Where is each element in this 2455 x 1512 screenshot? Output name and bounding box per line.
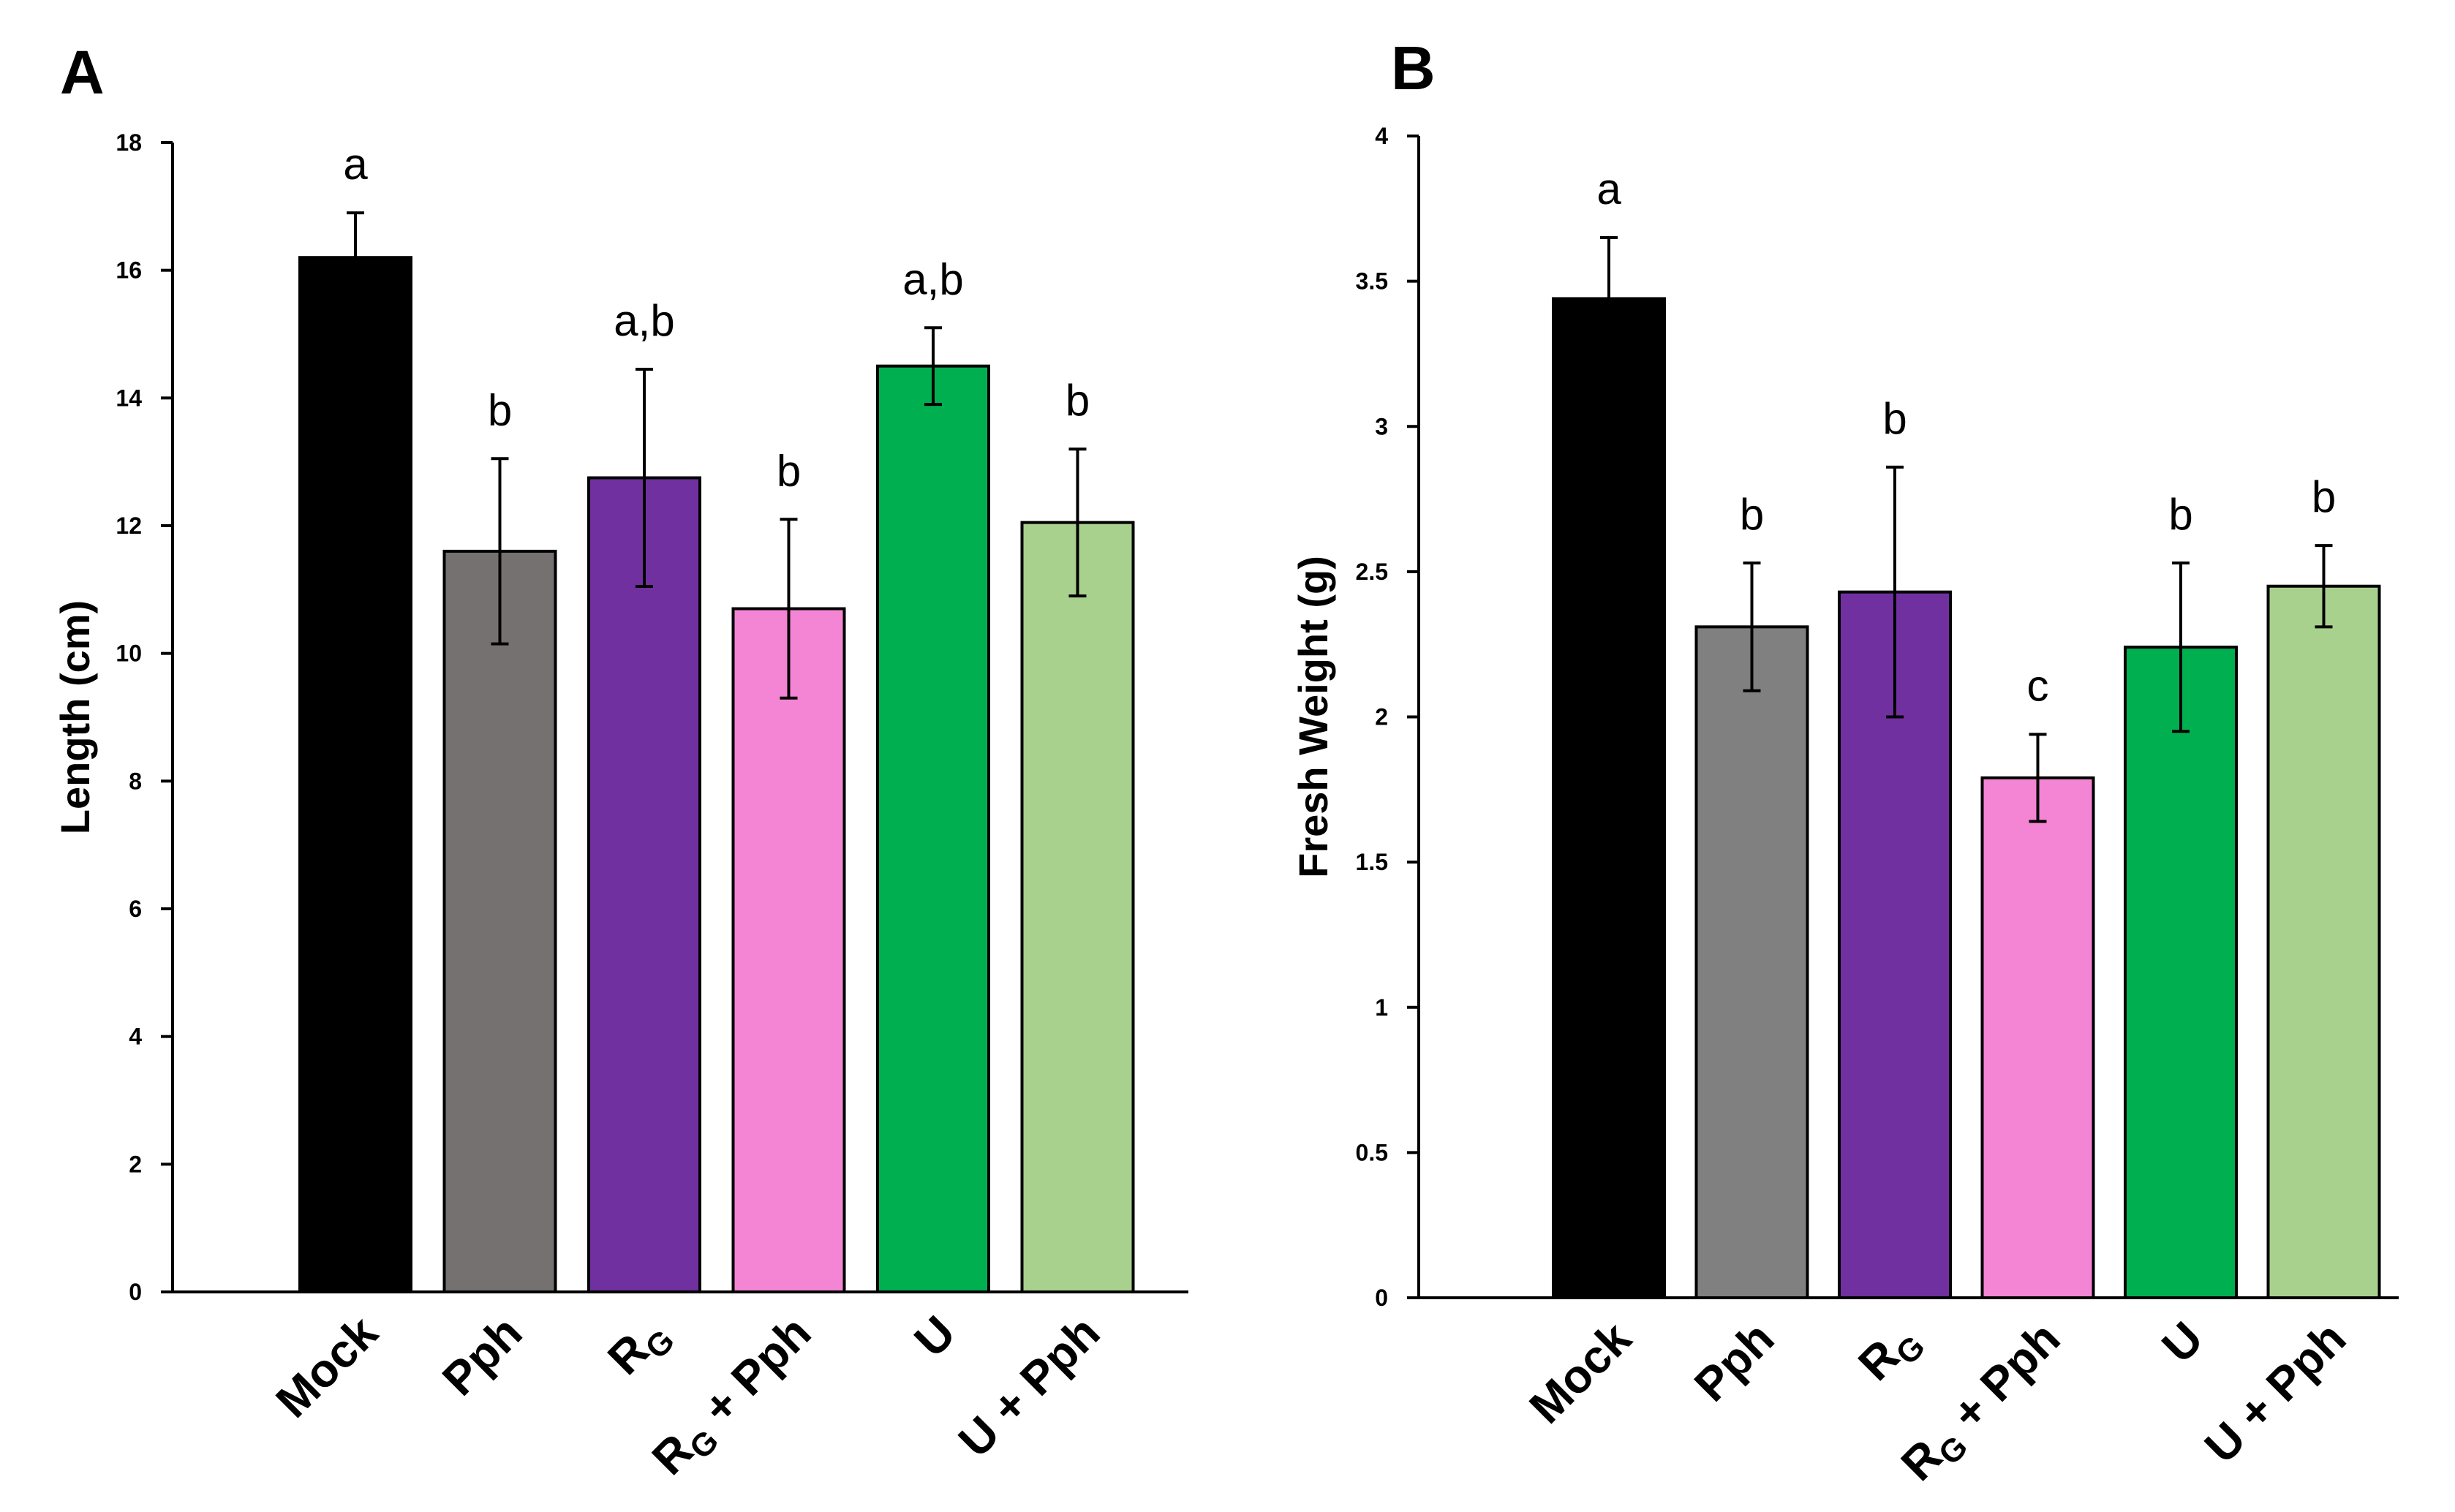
category-label: RG [1848,1312,1932,1396]
category-main: Pph [432,1306,532,1405]
significance-label: b [1066,376,1090,425]
category-label: RG + Pph [642,1306,826,1490]
significance-label: b [2312,472,2336,521]
panel-a-chart: A 0 2 4 6 8 10 12 14 16 18 Length (cm) a Mock b Pph a,b R… [52,38,1188,1490]
significance-label: b [777,446,801,495]
y-tick-label: 3.5 [1356,268,1388,295]
category-main: U [2152,1312,2213,1373]
y-axis-title: Length (cm) [52,600,98,834]
y-tick-label: 4 [1375,123,1388,149]
category-label: Mock [1519,1312,1641,1434]
category-label: Pph [432,1306,532,1405]
y-tick-label: 2 [129,1151,142,1177]
y-tick-label: 0 [129,1279,142,1305]
significance-label: a,b [614,296,674,345]
significance-label: c [2027,661,2049,710]
y-tick-label: 14 [116,385,142,411]
category-label: U + Pph [2195,1312,2356,1473]
category-main: Mock [1519,1312,1641,1434]
category-label: Pph [1684,1312,1784,1411]
y-tick-label: 12 [116,513,142,539]
y-tick-label: 4 [129,1024,142,1050]
significance-label: b [488,385,512,434]
y-tick-label: 2 [1375,704,1388,730]
bar [1552,297,1666,1300]
significance-label: b [1740,490,1764,539]
y-tick-label: 16 [116,257,142,284]
category-label: RG [597,1306,682,1390]
significance-label: b [2168,490,2192,539]
y-tick-label: 18 [116,129,142,156]
y-tick-label: 0 [1375,1285,1388,1311]
category-suffix: + Pph [683,1306,821,1443]
category-label: U [904,1306,965,1367]
bar [1020,521,1135,1294]
category-main: Pph [1684,1312,1784,1411]
significance-label: a [1596,165,1621,213]
y-tick-label: 0.5 [1356,1139,1388,1165]
significance-label: a [343,140,368,189]
y-tick-label: 2.5 [1356,559,1388,585]
panel-letter: A [60,38,105,107]
y-tick-label: 1 [1375,994,1388,1021]
category-label: RG + Pph [1891,1312,2075,1496]
y-tick-label: 1.5 [1356,849,1388,875]
y-tick-label: 8 [129,768,142,794]
bar [1694,625,1809,1299]
bar [876,364,990,1294]
bar [587,476,701,1293]
significance-label: a,b [902,254,963,303]
bar [2124,646,2238,1299]
panel-letter: B [1391,34,1436,102]
category-main: U [904,1306,965,1367]
y-tick-label: 3 [1375,413,1388,439]
category-suffix: + Pph [1932,1312,2070,1449]
category-label: U + Pph [949,1306,1110,1467]
y-tick-label: 10 [116,640,142,667]
bar [2266,584,2381,1299]
panel-b-chart: B 0 0.5 1 1.5 2 2.5 3 3.5 4 Fresh Weight (g) a Mock b… [1290,34,2399,1496]
category-main: Mock [265,1306,388,1428]
y-axis-title: Fresh Weight (g) [1290,556,1336,878]
bar [731,607,846,1293]
significance-label: b [1882,394,1907,443]
category-main: U + Pph [2195,1312,2356,1473]
y-tick-label: 6 [129,896,142,922]
category-label: U [2152,1312,2213,1373]
category-main: U + Pph [949,1306,1110,1467]
bar [298,256,412,1294]
bar [442,549,557,1293]
bar [1980,776,2095,1299]
category-label: Mock [265,1306,388,1428]
